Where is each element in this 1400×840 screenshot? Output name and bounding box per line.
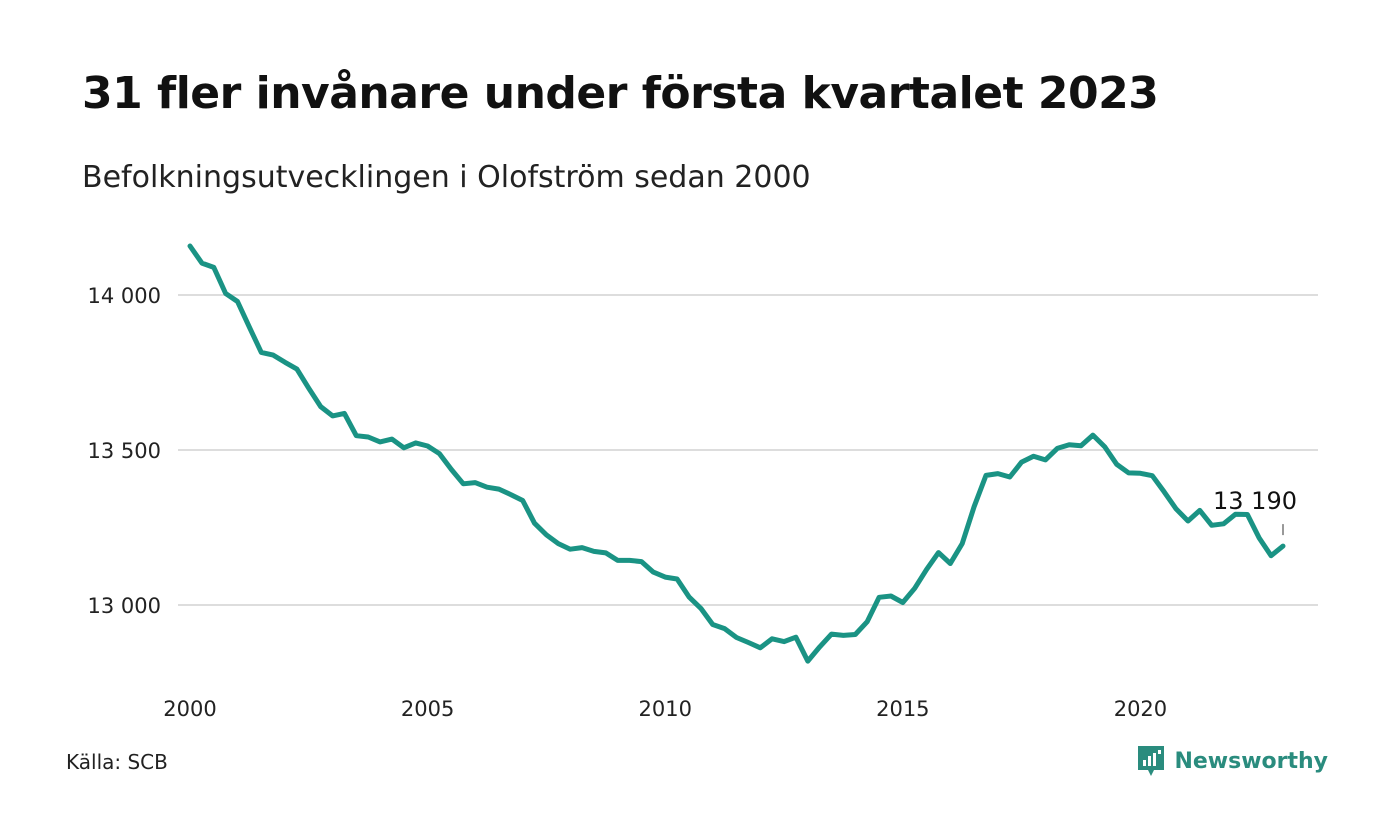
population-line bbox=[187, 243, 1286, 664]
y-tick-label: 13 500 bbox=[88, 439, 161, 463]
chart-title: 31 fler invånare under första kvartalet … bbox=[82, 68, 1159, 119]
y-axis-labels: 13 000 13 500 14 000 bbox=[88, 284, 161, 618]
newsworthy-logo-icon bbox=[1138, 746, 1165, 776]
x-tick-label: 2010 bbox=[638, 697, 691, 721]
end-value-label: 13 190 bbox=[1213, 487, 1297, 515]
x-tick-label: 2005 bbox=[401, 697, 454, 721]
logo-text: Newsworthy bbox=[1174, 748, 1328, 774]
newsworthy-logo: Newsworthy bbox=[1136, 744, 1328, 778]
x-tick-label: 2020 bbox=[1114, 697, 1167, 721]
source-note: Källa: SCB bbox=[66, 750, 168, 774]
x-tick-label: 2000 bbox=[163, 697, 216, 721]
x-tick-label: 2015 bbox=[876, 697, 929, 721]
chart-subtitle: Befolkningsutvecklingen i Olofström seda… bbox=[82, 160, 811, 195]
y-tick-label: 14 000 bbox=[88, 284, 161, 308]
x-axis-labels: 2000 2005 2010 2015 2020 bbox=[163, 697, 1167, 721]
y-tick-label: 13 000 bbox=[88, 594, 161, 618]
grid-lines bbox=[178, 294, 1318, 606]
